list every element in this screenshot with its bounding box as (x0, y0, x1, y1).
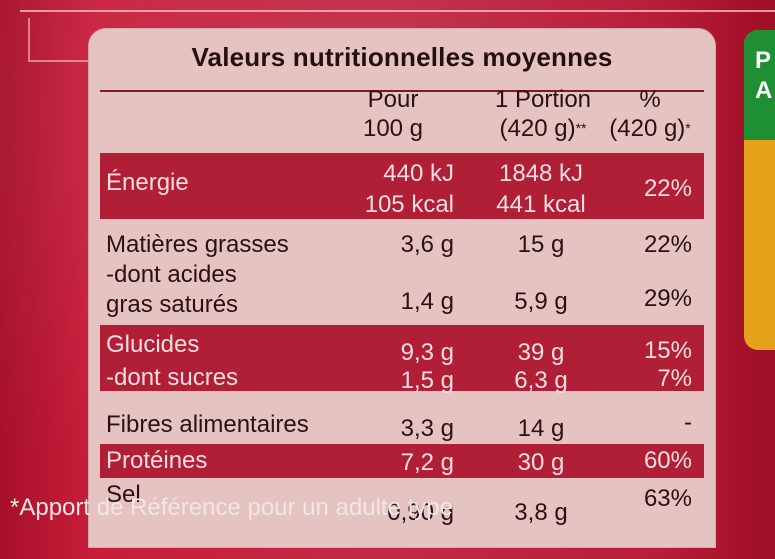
row-energie-per100-kj: 440 kJ (383, 160, 454, 187)
side-label-letters: P A (755, 46, 772, 106)
row-sel-per100: 0,90 g (387, 499, 454, 526)
row-acides-gras-label2: gras saturés (106, 291, 239, 318)
row-glucides-per100: 9,3 g (400, 339, 454, 366)
header-portion-mark: ** (575, 120, 587, 136)
packaging-corner-mark (28, 18, 88, 62)
header-portion: 1 Portion (420 g)** (468, 85, 618, 143)
header-percent-line1: % (639, 86, 661, 113)
row-glucides-pct: 15% (643, 337, 692, 364)
row-acides-gras-label: -dont acides (106, 261, 237, 288)
row-fibres-per100: 3,3 g (400, 415, 454, 442)
row-matieres-grasses-pct: 22% (643, 231, 692, 258)
header-portion-line2: (420 g) (499, 115, 576, 142)
side-label-letter-2: A (755, 77, 773, 104)
row-sel-portion: 3,8 g (514, 499, 568, 526)
row-fibres-pct: - (684, 409, 692, 436)
header-percent-line2-wrap: (420 g)* (602, 114, 698, 143)
nutrition-table: Valeurs nutritionnelles moyennes Pour 10… (88, 28, 716, 548)
row-matieres-grasses-portion: 15 g (517, 231, 565, 258)
row-sel-label: Sel (106, 481, 141, 508)
row-matieres-grasses-per100: 3,6 g (400, 231, 454, 258)
row-sucres-per100: 1,5 g (400, 367, 454, 394)
header-percent-line2: (420 g) (609, 115, 686, 142)
row-matieres-grasses-label: Matières grasses (106, 231, 289, 258)
row-sucres-label: -dont sucres (106, 364, 239, 391)
row-proteines-portion: 30 g (517, 449, 565, 476)
header-per-100g-line2: 100 g (362, 115, 424, 142)
header-percent: % (420 g)* (602, 85, 698, 143)
row-sucres-pct: 7% (657, 365, 692, 392)
row-proteines-per100: 7,2 g (400, 449, 454, 476)
band-proteines (100, 444, 704, 478)
header-portion-line2-wrap: (420 g)** (468, 114, 618, 143)
row-acides-gras-portion: 5,9 g (514, 288, 568, 315)
row-energie-portion-kcal: 441 kcal (496, 191, 586, 218)
title-divider (100, 90, 704, 92)
row-proteines-pct: 60% (643, 447, 692, 474)
header-per-100g-line1: Pour (367, 86, 419, 113)
row-acides-gras-pct: 29% (643, 285, 692, 312)
header-portion-line1: 1 Portion (494, 86, 592, 113)
row-energie-pct: 22% (643, 175, 692, 202)
row-energie-portion-kj: 1848 kJ (498, 160, 584, 187)
row-sucres-portion: 6,3 g (514, 367, 568, 394)
band-energie (100, 153, 704, 219)
header-percent-mark: * (685, 120, 691, 136)
header-per-100g: Pour 100 g (338, 85, 448, 143)
row-energie-per100-kcal: 105 kcal (364, 191, 454, 218)
row-fibres-label: Fibres alimentaires (106, 411, 309, 438)
footnote: *Apport de Référence pour un adulte type (10, 494, 453, 521)
row-proteines-label: Protéines (106, 447, 208, 474)
side-label-letter-1: P (755, 47, 772, 74)
row-energie-label: Énergie (106, 169, 189, 196)
row-acides-gras-per100: 1,4 g (400, 288, 454, 315)
packaging-edge-line (20, 10, 775, 12)
row-sel-pct: 63% (643, 485, 692, 512)
side-label-card-top (744, 30, 775, 140)
row-fibres-portion: 14 g (517, 415, 565, 442)
row-glucides-portion: 39 g (517, 339, 565, 366)
table-title: Valeurs nutritionnelles moyennes (191, 42, 613, 72)
row-glucides-label: Glucides (106, 331, 200, 358)
band-glucides (100, 325, 704, 391)
